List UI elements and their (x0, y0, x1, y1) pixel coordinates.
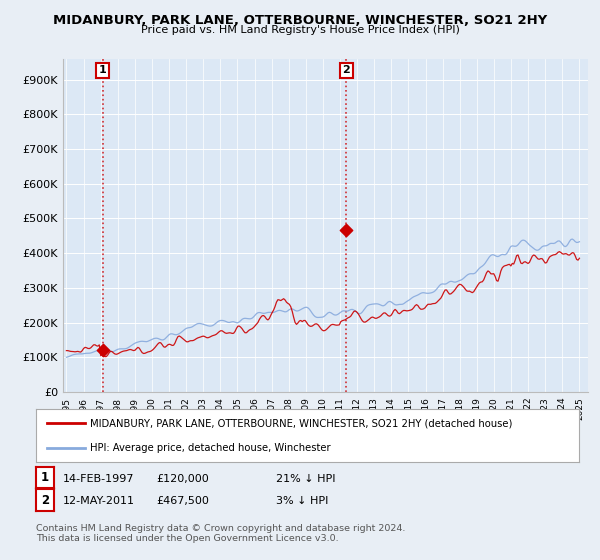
Text: 21% ↓ HPI: 21% ↓ HPI (276, 474, 335, 484)
Point (341, 225, 351, 234)
Text: 3% ↓ HPI: 3% ↓ HPI (276, 496, 328, 506)
Text: £120,000: £120,000 (156, 474, 209, 484)
Text: MIDANBURY, PARK LANE, OTTERBOURNE, WINCHESTER, SO21 2HY: MIDANBURY, PARK LANE, OTTERBOURNE, WINCH… (53, 14, 547, 27)
Text: Price paid vs. HM Land Registry's House Price Index (HPI): Price paid vs. HM Land Registry's House … (140, 25, 460, 35)
Text: MIDANBURY, PARK LANE, OTTERBOURNE, WINCHESTER, SO21 2HY (detached house): MIDANBURY, PARK LANE, OTTERBOURNE, WINCH… (90, 418, 512, 428)
Text: Contains HM Land Registry data © Crown copyright and database right 2024.: Contains HM Land Registry data © Crown c… (36, 524, 406, 533)
Text: £467,500: £467,500 (156, 496, 209, 506)
Text: 14-FEB-1997: 14-FEB-1997 (63, 474, 134, 484)
Point (98, 346, 107, 355)
Text: 12-MAY-2011: 12-MAY-2011 (63, 496, 135, 506)
Text: 2: 2 (41, 493, 49, 507)
Text: 1: 1 (41, 471, 49, 484)
Text: This data is licensed under the Open Government Licence v3.0.: This data is licensed under the Open Gov… (36, 534, 338, 543)
Text: 1: 1 (99, 66, 107, 76)
Text: HPI: Average price, detached house, Winchester: HPI: Average price, detached house, Winc… (90, 442, 331, 452)
Text: 2: 2 (343, 66, 350, 76)
